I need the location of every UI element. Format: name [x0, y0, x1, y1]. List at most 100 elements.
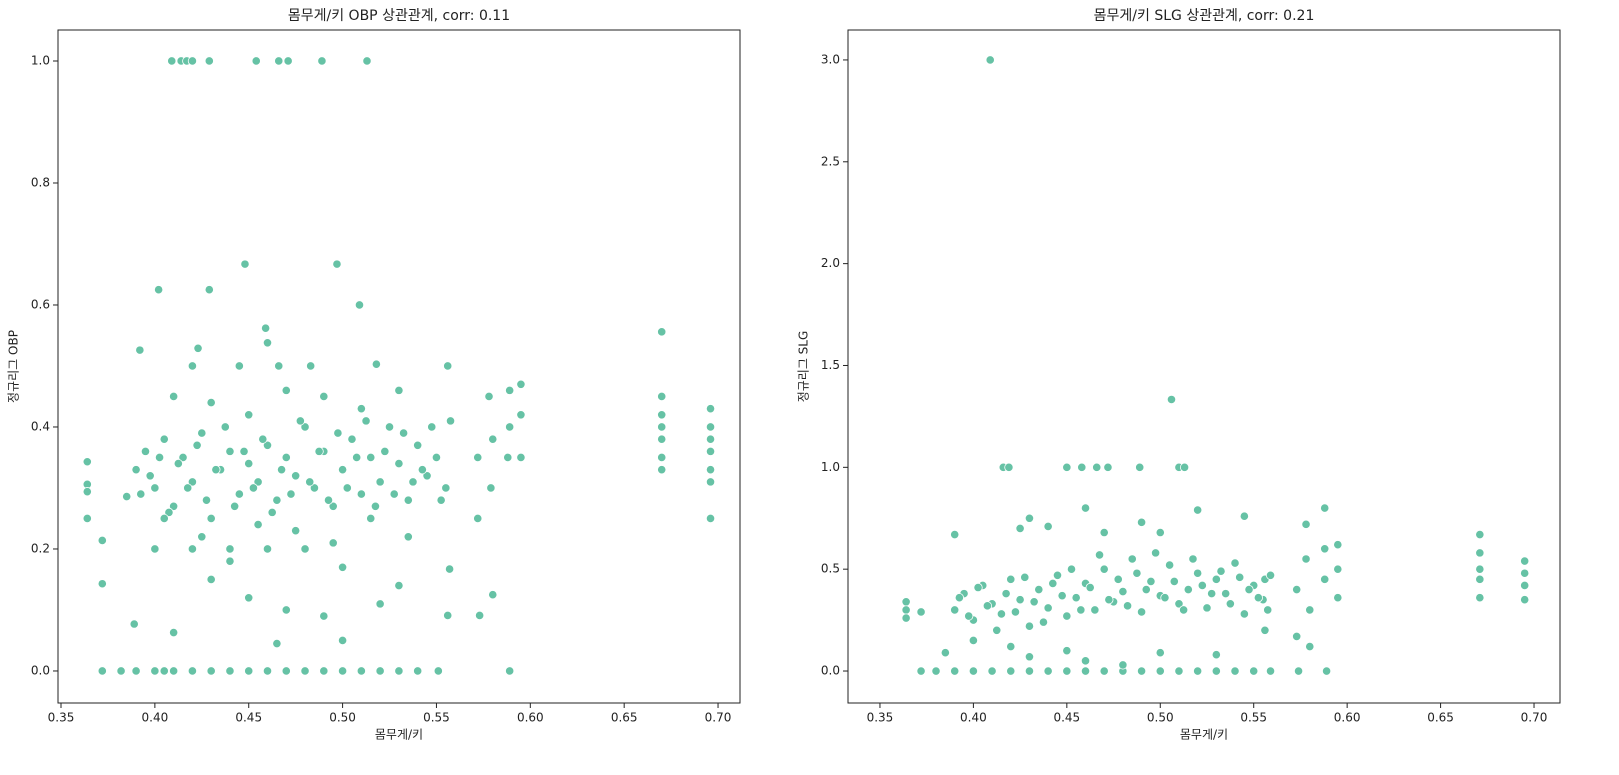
point: [244, 593, 254, 603]
point: [1155, 527, 1165, 538]
point: [384, 422, 395, 432]
point: [950, 529, 960, 540]
point: [950, 666, 960, 676]
point: [283, 56, 293, 66]
point: [1197, 580, 1207, 591]
y-tick-label: 3.0: [821, 52, 840, 66]
point: [361, 416, 371, 426]
point: [362, 56, 372, 66]
point: [169, 391, 179, 402]
y-tick-label: 2.5: [821, 154, 840, 168]
point: [253, 519, 263, 530]
point: [1244, 584, 1254, 595]
point: [342, 483, 352, 493]
point: [1320, 544, 1330, 554]
point: [1118, 660, 1128, 670]
point: [1174, 666, 1184, 676]
point: [403, 495, 413, 505]
point: [197, 532, 207, 542]
x-tick-label: 0.35: [48, 711, 75, 725]
point: [154, 285, 164, 295]
point: [1221, 589, 1231, 599]
x-tick-label: 0.50: [329, 711, 356, 725]
point: [1253, 593, 1263, 603]
point: [150, 666, 160, 676]
point: [1043, 666, 1053, 676]
point: [225, 666, 235, 676]
point: [1071, 593, 1081, 603]
point: [1211, 666, 1221, 676]
point: [1006, 666, 1016, 676]
point: [1520, 568, 1530, 578]
point: [239, 446, 249, 456]
point: [1080, 666, 1091, 676]
y-tick-label: 0.5: [821, 562, 840, 576]
point: [1043, 603, 1053, 613]
point: [516, 410, 526, 420]
x-tick-label: 0.45: [1053, 711, 1080, 725]
point: [1292, 631, 1302, 641]
point: [274, 361, 284, 371]
point: [225, 556, 235, 566]
point: [1249, 666, 1259, 676]
point: [394, 666, 404, 676]
point: [1076, 605, 1086, 615]
point: [1263, 605, 1273, 615]
y-axis-label: 정규리그 OBP: [7, 330, 21, 403]
point: [954, 593, 964, 603]
point: [445, 416, 456, 426]
point: [1043, 521, 1053, 531]
point: [352, 452, 362, 463]
y-tick-label: 0.0: [31, 663, 50, 677]
point: [206, 513, 216, 524]
point: [225, 446, 235, 456]
y-tick-label: 1.0: [821, 460, 840, 474]
point: [657, 434, 667, 444]
point: [1166, 394, 1177, 405]
point: [1292, 584, 1302, 595]
point: [1207, 589, 1217, 599]
point: [286, 489, 296, 499]
point: [150, 483, 160, 493]
point: [187, 544, 198, 554]
point: [281, 666, 291, 676]
point: [484, 391, 494, 402]
point: [309, 483, 320, 493]
point: [291, 471, 301, 481]
point: [1092, 462, 1102, 472]
point: [1062, 611, 1072, 621]
point: [417, 465, 427, 475]
x-tick-label: 0.40: [142, 711, 169, 725]
point: [1113, 574, 1123, 584]
point: [987, 666, 997, 676]
point: [982, 601, 993, 611]
point: [258, 434, 268, 444]
x-tick-label: 0.70: [1521, 711, 1548, 725]
point: [1239, 511, 1249, 521]
point: [230, 501, 240, 511]
y-axis-label: 정규리그 SLG: [797, 331, 811, 403]
point: [473, 452, 483, 463]
point: [985, 55, 995, 65]
point: [444, 564, 455, 574]
point: [281, 385, 291, 395]
point: [281, 605, 291, 615]
point: [1118, 586, 1128, 597]
point: [375, 599, 385, 609]
y-tick-label: 0.8: [31, 175, 50, 189]
x-axis-label: 몸무게/키: [375, 728, 423, 742]
point: [1211, 574, 1221, 584]
point: [427, 422, 437, 432]
point: [1136, 517, 1147, 527]
point: [505, 385, 515, 395]
point: [116, 666, 126, 676]
point: [1193, 568, 1203, 578]
point: [1155, 666, 1165, 676]
point: [1321, 666, 1332, 676]
point: [240, 259, 250, 269]
point: [375, 477, 385, 487]
point: [901, 597, 911, 607]
point: [1475, 593, 1485, 603]
point: [253, 477, 263, 487]
point: [356, 404, 366, 414]
